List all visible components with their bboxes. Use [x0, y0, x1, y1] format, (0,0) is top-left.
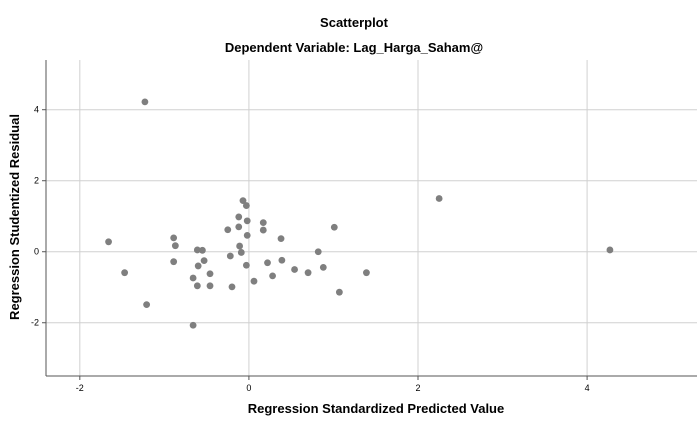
chart-subtitle: Dependent Variable: Lag_Harga_Saham@	[225, 40, 483, 55]
x-tick-label-2: 2	[415, 383, 420, 393]
scatter-point-42	[435, 195, 443, 202]
scatter-point-1	[105, 238, 112, 246]
scatter-point-32	[269, 272, 276, 280]
scatter-point-14	[206, 282, 214, 290]
scatter-point-9	[194, 262, 202, 270]
scatter-point-0	[141, 98, 149, 106]
y-tick-label-0: -2	[31, 318, 39, 328]
scatter-point-23	[239, 197, 247, 205]
scatter-point-7	[193, 246, 201, 254]
scatter-point-16	[224, 226, 232, 234]
scatter-point-38	[319, 263, 327, 271]
scatter-point-5	[171, 242, 179, 250]
tick-labels: -2 0 2 4 -2 0 2 4	[31, 105, 590, 393]
scatter-point-8	[199, 246, 206, 254]
y-axis-label: Regression Studentized Residual	[7, 114, 22, 320]
scatter-point-37	[314, 248, 322, 256]
scatter-point-29	[259, 219, 267, 227]
y-tick-label-3: 4	[34, 105, 39, 115]
scatter-point-30	[259, 226, 267, 234]
scatter-point-36	[304, 269, 312, 277]
scatter-point-43	[606, 246, 614, 254]
scatter-point-11	[189, 274, 197, 282]
scatter-point-3	[143, 301, 151, 309]
scatter-point-35	[291, 266, 298, 273]
scatter-point-6	[170, 258, 178, 266]
scatter-point-27	[242, 261, 250, 269]
scatter-point-25	[243, 217, 251, 225]
scatter-point-22	[237, 249, 245, 256]
scatter-point-31	[264, 259, 271, 267]
scatter-point-39	[330, 223, 338, 231]
scatter-point-28	[250, 277, 258, 285]
scatter-point-21	[236, 242, 244, 250]
scatter-point-40	[335, 288, 343, 296]
scatter-point-13	[206, 270, 214, 278]
scatter-point-18	[228, 283, 236, 291]
scatter-point-10	[200, 257, 208, 265]
data-points	[105, 98, 614, 329]
scatter-point-4	[170, 234, 178, 242]
scatter-point-41	[363, 269, 370, 277]
scatter-point-19	[235, 213, 243, 221]
x-axis-label: Regression Standardized Predicted Value	[248, 401, 504, 416]
scatter-point-26	[243, 231, 251, 239]
scatter-point-33	[277, 235, 285, 242]
scatter-point-17	[226, 252, 234, 260]
x-tick-label-0: -2	[76, 383, 84, 393]
grid-lines	[46, 60, 697, 376]
y-tick-label-1: 0	[34, 247, 39, 257]
scatter-point-2	[121, 269, 129, 277]
y-tick-label-2: 2	[34, 176, 39, 186]
scatter-point-20	[235, 223, 243, 231]
x-tick-label-3: 4	[585, 383, 590, 393]
scatter-point-15	[189, 321, 197, 329]
x-tick-label-1: 0	[246, 383, 251, 393]
scatter-point-24	[242, 202, 250, 209]
axes	[42, 60, 697, 380]
scatter-point-12	[193, 282, 201, 290]
chart-title: Scatterplot	[320, 15, 389, 30]
scatter-point-34	[278, 256, 286, 264]
